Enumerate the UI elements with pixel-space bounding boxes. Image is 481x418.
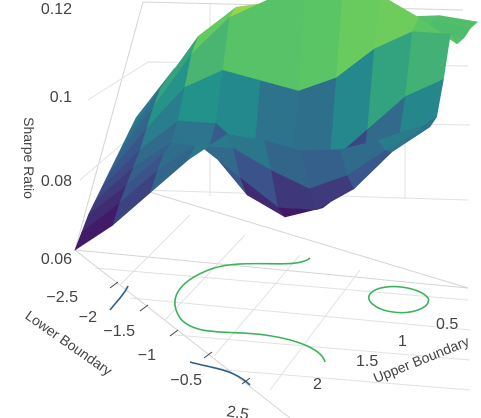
z-axis-title: Sharpe Ratio	[21, 117, 37, 199]
x-tick-label: −2.5	[46, 289, 78, 306]
axis-ticks: 0.06 0.08 0.1 0.12 −2.5 −2 −1.5 −1 −0.5 …	[41, 1, 458, 418]
floor-gridline	[94, 267, 471, 391]
z-tick-label: 0.1	[50, 89, 72, 106]
contour-line	[174, 257, 326, 363]
sharpe-surface[interactable]	[74, 0, 479, 251]
x-tickmark	[241, 377, 251, 385]
x-tick-label: −1.5	[103, 323, 135, 340]
x-tick-label: −0.5	[170, 372, 202, 389]
y-tick-label: 0.5	[436, 316, 458, 333]
x-tickmark	[203, 351, 213, 359]
y-tick-label: 1.5	[356, 353, 378, 370]
z-tick-label: 0.12	[41, 1, 72, 18]
contour-line-dark	[109, 285, 129, 311]
x-tick-label: −1	[138, 347, 156, 364]
x-tickmark	[109, 281, 119, 289]
z-tick-label: 0.08	[41, 173, 72, 190]
x-tick-label: 2.5	[225, 403, 250, 418]
x-tickmark	[169, 329, 179, 337]
y-tick-label: 2	[313, 376, 322, 393]
floor-contours	[109, 257, 430, 386]
y-tick-label: 1	[398, 333, 407, 350]
surface-cell[interactable]	[377, 126, 424, 151]
contour-line-dark	[189, 361, 251, 386]
z-tick-label: 0.06	[41, 251, 72, 268]
surface-cell[interactable]	[260, 0, 306, 92]
x-tick-label: −2	[79, 309, 97, 326]
floor-edge	[74, 189, 469, 418]
x-tickmark	[139, 304, 149, 312]
contour-loop	[368, 285, 430, 314]
y-axis-title: Upper Boundary	[371, 333, 472, 386]
x-axis-title: Lower Boundary	[23, 307, 116, 379]
